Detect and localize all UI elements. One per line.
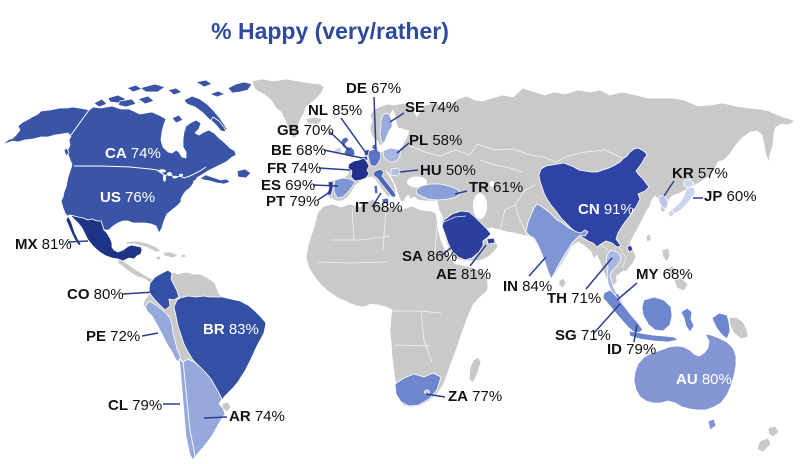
svg-text:CO 80%: CO 80%: [67, 286, 124, 303]
svg-text:US 76%: US 76%: [100, 189, 155, 206]
svg-text:BR 83%: BR 83%: [203, 321, 259, 338]
svg-text:KR 57%: KR 57%: [672, 165, 728, 182]
svg-text:AR 74%: AR 74%: [229, 408, 285, 425]
svg-text:DE 67%: DE 67%: [346, 80, 401, 97]
svg-text:PL 58%: PL 58%: [409, 132, 462, 149]
svg-text:AE 81%: AE 81%: [436, 266, 491, 283]
svg-text:IN 84%: IN 84%: [503, 278, 552, 295]
svg-text:NL 85%: NL 85%: [308, 102, 362, 119]
svg-text:FR 74%: FR 74%: [267, 160, 321, 177]
svg-text:% Happy (very/rather): % Happy (very/rather): [211, 18, 449, 44]
svg-text:CL 79%: CL 79%: [108, 397, 162, 414]
svg-text:MY 68%: MY 68%: [636, 266, 693, 283]
svg-text:AU 80%: AU 80%: [676, 371, 732, 388]
svg-text:ES 69%: ES 69%: [261, 177, 315, 194]
svg-text:CA 74%: CA 74%: [105, 145, 161, 162]
svg-text:SA 86%: SA 86%: [402, 248, 457, 265]
svg-text:TR 61%: TR 61%: [469, 179, 523, 196]
svg-text:ZA 77%: ZA 77%: [448, 388, 502, 405]
svg-text:CN 91%: CN 91%: [578, 201, 634, 218]
svg-text:GB 70%: GB 70%: [277, 122, 334, 139]
svg-text:JP 60%: JP 60%: [704, 188, 757, 205]
svg-text:SE 74%: SE 74%: [405, 99, 459, 116]
svg-text:SG 71%: SG 71%: [555, 327, 611, 344]
svg-text:BE 68%: BE 68%: [271, 142, 326, 159]
svg-text:TH 71%: TH 71%: [547, 290, 601, 307]
svg-text:IT 68%: IT 68%: [355, 199, 403, 216]
svg-text:HU 50%: HU 50%: [420, 162, 476, 179]
svg-text:PE 72%: PE 72%: [86, 328, 140, 345]
svg-text:PT 79%: PT 79%: [266, 193, 319, 210]
svg-text:ID 79%: ID 79%: [607, 341, 656, 358]
svg-text:MX 81%: MX 81%: [15, 236, 72, 253]
